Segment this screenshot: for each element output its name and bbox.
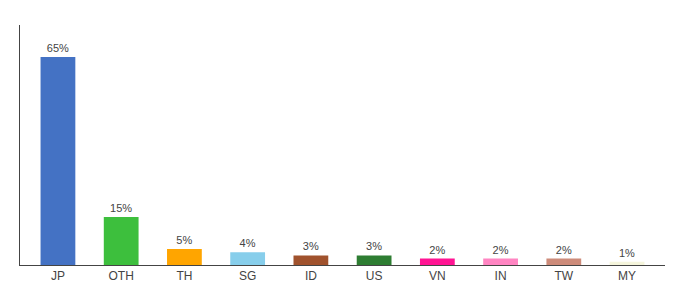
svg-text:1%: 1% bbox=[619, 247, 635, 259]
svg-text:IN: IN bbox=[495, 269, 507, 283]
svg-text:OTH: OTH bbox=[109, 269, 134, 283]
svg-text:ID: ID bbox=[305, 269, 317, 283]
svg-text:TW: TW bbox=[554, 269, 573, 283]
svg-text:65%: 65% bbox=[47, 42, 69, 54]
svg-text:2%: 2% bbox=[556, 244, 572, 256]
svg-text:2%: 2% bbox=[493, 244, 509, 256]
svg-text:JP: JP bbox=[51, 269, 65, 283]
svg-text:VN: VN bbox=[429, 269, 446, 283]
svg-text:US: US bbox=[366, 269, 383, 283]
svg-text:TH: TH bbox=[176, 269, 192, 283]
svg-text:2%: 2% bbox=[429, 244, 445, 256]
svg-text:15%: 15% bbox=[110, 202, 132, 214]
svg-text:3%: 3% bbox=[366, 240, 382, 252]
svg-text:4%: 4% bbox=[240, 237, 256, 249]
svg-text:MY: MY bbox=[618, 269, 636, 283]
svg-text:SG: SG bbox=[239, 269, 256, 283]
svg-text:5%: 5% bbox=[176, 234, 192, 246]
svg-text:3%: 3% bbox=[303, 240, 319, 252]
